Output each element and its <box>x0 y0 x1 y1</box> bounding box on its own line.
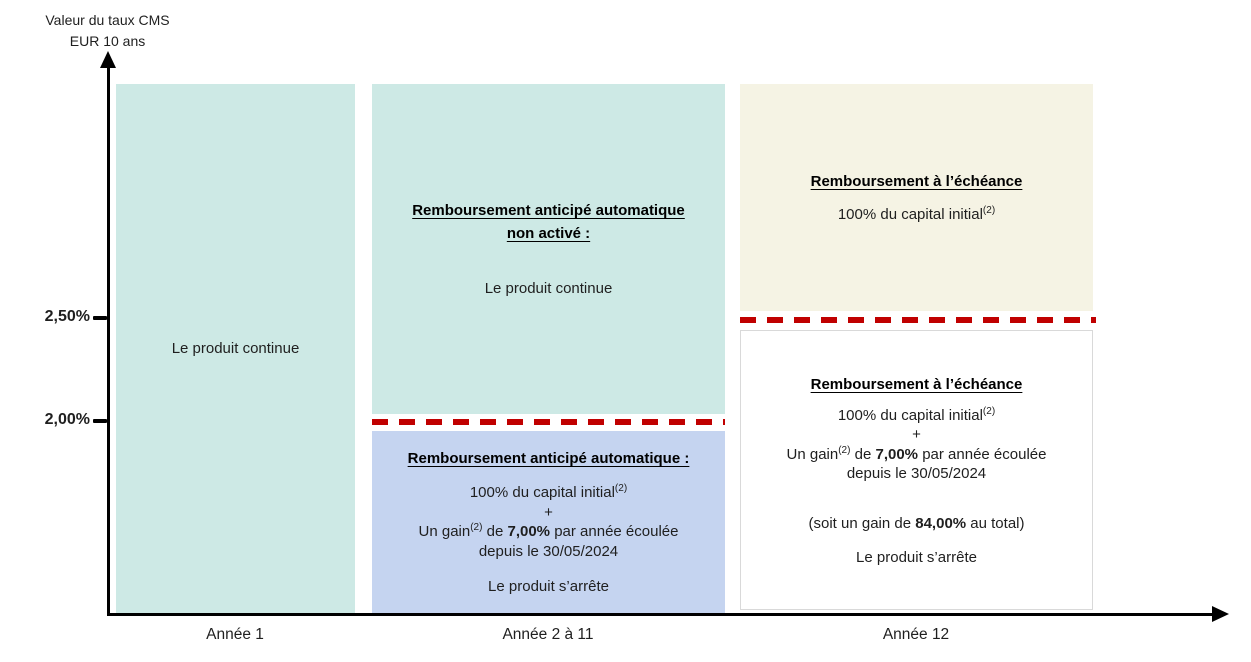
maturity-below-gain-line: Un gain(2) de 7,00% par année écoulée <box>787 445 1047 465</box>
maturity-below-capital-text: 100% du capital initial <box>837 406 983 424</box>
x-label-year2-11: Année 2 à 11 <box>502 626 594 643</box>
threshold-dashed-line-250 <box>740 317 1096 323</box>
box-maturity-below: Remboursement à l’échéance 100% du capit… <box>740 330 1093 610</box>
maturity-below-gain-prefix: Un gain <box>786 445 839 463</box>
box-autocall: Remboursement anticipé automatique : 100… <box>372 431 725 613</box>
autocall-gain-suffix: par année écoulée <box>550 523 679 541</box>
year1-continue-text: Le produit continue <box>171 339 300 357</box>
x-axis-line <box>107 613 1215 616</box>
y-axis-label-line2: EUR 10 ans <box>69 33 146 49</box>
autocall-gain-footnote: (2) <box>470 522 483 534</box>
autocall-gain-line2: depuis le 30/05/2024 <box>478 542 619 560</box>
maturity-above-title: Remboursement à l’échéance <box>810 173 1023 191</box>
x-label-year1: Année 1 <box>206 626 264 643</box>
maturity-below-total-prefix: (soit un gain de <box>808 514 916 532</box>
autocall-capital-line: 100% du capital initial(2) <box>470 483 627 503</box>
autocall-stop-text: Le produit s’arrête <box>488 578 609 596</box>
maturity-below-gain-suffix: par année écoulée <box>918 445 1047 463</box>
maturity-above-capital-line: 100% du capital initial(2) <box>838 205 995 225</box>
threshold-dashed-line-200 <box>372 419 725 425</box>
no-autocall-title-line2: non activé : <box>506 225 591 243</box>
box-maturity-above: Remboursement à l’échéance 100% du capit… <box>740 84 1093 311</box>
maturity-below-gain-footnote: (2) <box>838 444 851 456</box>
maturity-below-stop-text: Le produit s’arrête <box>856 549 977 566</box>
autocall-gain-mid: de <box>482 523 508 541</box>
maturity-below-title: Remboursement à l’échéance <box>810 375 1023 393</box>
no-autocall-body: Le produit continue <box>484 280 613 298</box>
autocall-capital-text: 100% du capital initial <box>469 484 615 502</box>
y-tick-mark-200 <box>93 419 107 423</box>
autocall-gain-prefix: Un gain <box>418 523 471 541</box>
x-label-year12: Année 12 <box>882 626 950 643</box>
autocall-gain-value: 7,00% <box>507 523 551 541</box>
box-no-autocall: Remboursement anticipé automatique non a… <box>372 84 725 414</box>
y-tick-mark-250 <box>93 316 107 320</box>
autocall-capital-footnote: (2) <box>614 483 628 495</box>
maturity-above-capital-text: 100% du capital initial <box>837 206 983 224</box>
y-tick-label-250: 2,50% <box>44 308 90 325</box>
box-year1-continue: Le produit continue <box>116 84 355 613</box>
y-axis-label-line1: Valeur du taux CMS <box>45 12 170 28</box>
autocall-gain-line: Un gain(2) de 7,00% par année écoulée <box>419 522 679 542</box>
maturity-below-plus-sign: + <box>912 426 921 443</box>
y-axis-label: Valeur du taux CMS EUR 10 ans <box>30 10 185 52</box>
maturity-below-gain-value: 7,00% <box>875 445 919 463</box>
maturity-below-total-line: (soit un gain de 84,00% au total) <box>809 514 1025 534</box>
x-axis-arrow-icon <box>1212 606 1229 622</box>
y-axis-arrow-icon <box>100 51 116 68</box>
maturity-below-capital-footnote: (2) <box>982 405 996 417</box>
autocall-plus-sign: + <box>544 503 553 521</box>
maturity-above-capital-footnote: (2) <box>982 205 996 217</box>
maturity-below-gain-line2: depuis le 30/05/2024 <box>846 465 987 482</box>
y-axis-line <box>107 66 110 614</box>
maturity-below-capital-line: 100% du capital initial(2) <box>838 406 995 426</box>
maturity-below-total-suffix: au total) <box>966 514 1025 532</box>
maturity-below-total-value: 84,00% <box>915 514 967 532</box>
autocall-title: Remboursement anticipé automatique : <box>407 450 690 468</box>
no-autocall-title-line1: Remboursement anticipé automatique <box>412 202 685 220</box>
no-autocall-title: Remboursement anticipé automatique non a… <box>412 199 685 245</box>
maturity-below-gain-mid: de <box>850 445 876 463</box>
y-tick-label-200: 2,00% <box>44 411 90 428</box>
